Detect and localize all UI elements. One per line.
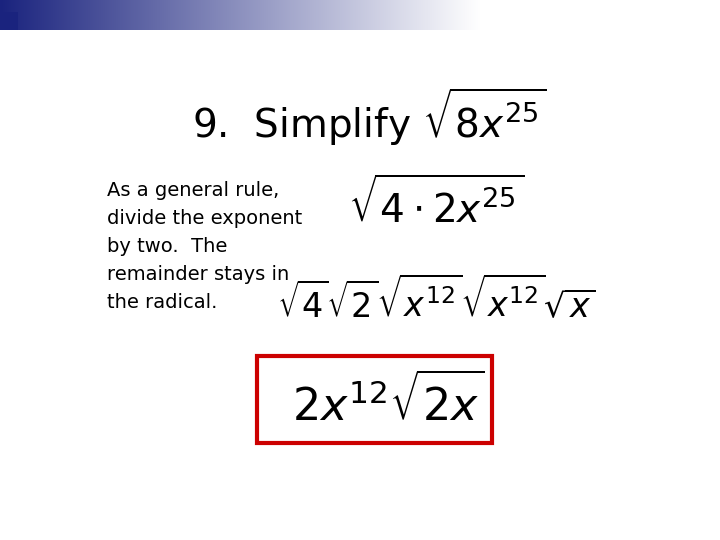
Text: $\sqrt{4}\sqrt{2}\sqrt{x^{12}}\sqrt{x^{12}}\sqrt{x}$: $\sqrt{4}\sqrt{2}\sqrt{x^{12}}\sqrt{x^{1… [277,275,595,324]
Text: As a general rule,
divide the exponent
by two.  The
remainder stays in
the radic: As a general rule, divide the exponent b… [107,181,302,312]
Text: $\sqrt{4 \cdot 2x^{25}}$: $\sqrt{4 \cdot 2x^{25}}$ [348,178,524,231]
Text: $2x^{12}\sqrt{2x}$: $2x^{12}\sqrt{2x}$ [292,374,485,429]
Text: 9.  Simplify $\sqrt{8x^{25}}$: 9. Simplify $\sqrt{8x^{25}}$ [192,86,546,148]
FancyBboxPatch shape [258,356,492,443]
